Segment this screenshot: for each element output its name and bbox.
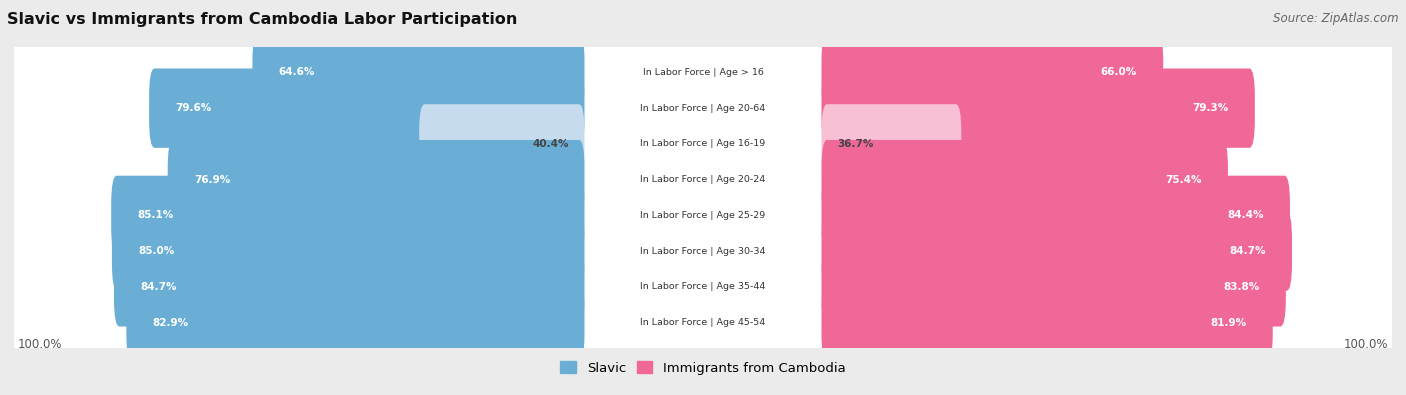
FancyBboxPatch shape	[14, 31, 1392, 113]
Text: In Labor Force | Age 45-54: In Labor Force | Age 45-54	[640, 318, 766, 327]
Text: In Labor Force | Age 20-64: In Labor Force | Age 20-64	[640, 103, 766, 113]
FancyBboxPatch shape	[14, 174, 1392, 256]
Text: Slavic vs Immigrants from Cambodia Labor Participation: Slavic vs Immigrants from Cambodia Labor…	[7, 12, 517, 27]
FancyBboxPatch shape	[111, 176, 585, 255]
Text: 79.6%: 79.6%	[176, 103, 211, 113]
Text: In Labor Force | Age 25-29: In Labor Force | Age 25-29	[640, 211, 766, 220]
Legend: Slavic, Immigrants from Cambodia: Slavic, Immigrants from Cambodia	[555, 356, 851, 380]
Text: 75.4%: 75.4%	[1166, 175, 1202, 184]
FancyBboxPatch shape	[821, 283, 1272, 362]
FancyBboxPatch shape	[167, 140, 585, 219]
Text: 100.0%: 100.0%	[17, 338, 62, 351]
FancyBboxPatch shape	[149, 68, 585, 148]
Text: 76.9%: 76.9%	[194, 175, 231, 184]
Text: 84.7%: 84.7%	[141, 282, 177, 292]
Text: In Labor Force | Age 20-24: In Labor Force | Age 20-24	[640, 175, 766, 184]
FancyBboxPatch shape	[821, 104, 962, 184]
Text: 100.0%: 100.0%	[1344, 338, 1389, 351]
FancyBboxPatch shape	[127, 283, 585, 362]
FancyBboxPatch shape	[821, 68, 1254, 148]
FancyBboxPatch shape	[112, 211, 585, 291]
Text: In Labor Force | Age 30-34: In Labor Force | Age 30-34	[640, 246, 766, 256]
FancyBboxPatch shape	[821, 140, 1227, 219]
Text: 36.7%: 36.7%	[838, 139, 873, 149]
Text: In Labor Force | Age 16-19: In Labor Force | Age 16-19	[640, 139, 766, 149]
FancyBboxPatch shape	[14, 210, 1392, 292]
Text: 85.1%: 85.1%	[138, 211, 173, 220]
Text: 84.7%: 84.7%	[1229, 246, 1265, 256]
Text: 81.9%: 81.9%	[1211, 318, 1247, 327]
Text: 83.8%: 83.8%	[1223, 282, 1260, 292]
FancyBboxPatch shape	[821, 247, 1286, 327]
FancyBboxPatch shape	[419, 104, 585, 184]
FancyBboxPatch shape	[14, 67, 1392, 149]
Text: 84.4%: 84.4%	[1227, 211, 1264, 220]
FancyBboxPatch shape	[821, 33, 1163, 112]
FancyBboxPatch shape	[114, 247, 585, 327]
Text: Source: ZipAtlas.com: Source: ZipAtlas.com	[1274, 12, 1399, 25]
Text: In Labor Force | Age > 16: In Labor Force | Age > 16	[643, 68, 763, 77]
FancyBboxPatch shape	[821, 176, 1289, 255]
FancyBboxPatch shape	[14, 282, 1392, 364]
FancyBboxPatch shape	[253, 33, 585, 112]
Text: In Labor Force | Age 35-44: In Labor Force | Age 35-44	[640, 282, 766, 292]
Text: 40.4%: 40.4%	[531, 139, 568, 149]
FancyBboxPatch shape	[14, 246, 1392, 328]
Text: 85.0%: 85.0%	[138, 246, 174, 256]
FancyBboxPatch shape	[821, 211, 1292, 291]
Text: 82.9%: 82.9%	[152, 318, 188, 327]
Text: 79.3%: 79.3%	[1192, 103, 1229, 113]
FancyBboxPatch shape	[14, 103, 1392, 185]
Text: 66.0%: 66.0%	[1101, 68, 1137, 77]
Text: 64.6%: 64.6%	[278, 68, 315, 77]
FancyBboxPatch shape	[14, 139, 1392, 221]
